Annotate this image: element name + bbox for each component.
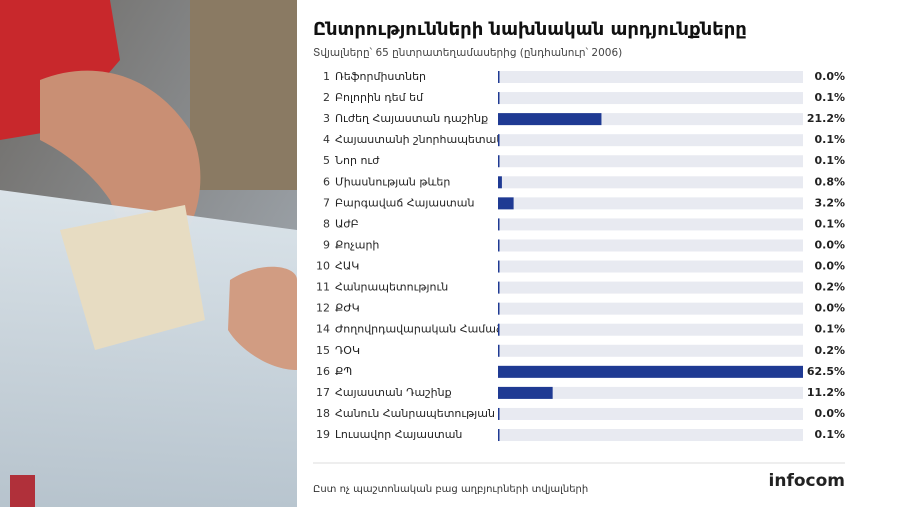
row-number: 16 (316, 365, 330, 378)
value-label: 0.1% (814, 323, 845, 336)
value-label: 0.0% (814, 260, 845, 273)
bar-track (498, 92, 803, 105)
bar-track (498, 302, 803, 315)
panel (297, 0, 905, 507)
row-number: 12 (316, 302, 330, 315)
bar-track (498, 197, 803, 210)
row-number: 2 (323, 91, 330, 104)
row-label: Միասնության թևեր (335, 175, 450, 188)
value-label: 0.0% (814, 407, 845, 420)
row-label: Ժողովրդավարական Համաձ (335, 323, 503, 336)
bar-track (498, 386, 803, 399)
chart-title: Ընտրությունների նախնական արդյունքները (313, 19, 747, 40)
row-number: 3 (323, 112, 330, 125)
value-label: 0.2% (814, 344, 845, 357)
row-label: ՔՊ (335, 365, 352, 378)
row-number: 10 (316, 260, 330, 273)
bar-track (498, 281, 803, 294)
value-label: 62.5% (807, 365, 845, 378)
bar (498, 134, 500, 147)
row-number: 11 (316, 281, 330, 294)
bar (498, 323, 500, 336)
value-label: 3.2% (814, 196, 845, 209)
row-label: Բարգավաճ Հայաստան (335, 196, 474, 209)
row-label: Քոչարի (335, 238, 379, 251)
bar (498, 281, 500, 294)
bar-track (498, 218, 803, 231)
row-number: 7 (323, 196, 330, 209)
bar (498, 197, 514, 210)
row-label: ԱժԲ (335, 217, 359, 230)
row-label: Լուսավոր Հայաստան (335, 428, 462, 441)
bar (498, 302, 500, 315)
row-label: Հայաստան Դաշինք (335, 386, 452, 399)
bar (498, 429, 500, 442)
bar (498, 407, 500, 420)
value-label: 0.0% (814, 70, 845, 83)
bar (498, 239, 500, 252)
bar (498, 386, 553, 399)
row-label: Հանուն Հանրապետության (335, 407, 495, 420)
bar-track (498, 176, 803, 189)
value-label: 0.2% (814, 281, 845, 294)
row-label: ՔԺԿ (335, 302, 360, 315)
bar-track (498, 239, 803, 252)
row-number: 6 (323, 175, 330, 188)
row-number: 9 (323, 238, 330, 251)
value-label: 0.1% (814, 428, 845, 441)
bar (498, 344, 500, 357)
bar-track (498, 155, 803, 168)
source: Ըստ ոչ պաշտոնական բաց աղբյուրների տվյալն… (313, 484, 588, 495)
row-number: 17 (316, 386, 330, 399)
bar (498, 176, 502, 189)
row-label: Ռեֆորմիստներ (335, 70, 426, 83)
bar-track (498, 260, 803, 273)
bar (498, 365, 803, 378)
row-number: 19 (316, 428, 330, 441)
row-label: ՀԱԿ (335, 260, 359, 273)
value-label: 0.0% (814, 302, 845, 315)
photo (0, 0, 297, 507)
logo: infocom (769, 471, 845, 491)
value-label: 11.2% (807, 386, 845, 399)
bar-track (498, 407, 803, 420)
bar-track (498, 71, 803, 83)
bar-track (498, 344, 803, 357)
value-label: 0.1% (814, 154, 845, 167)
row-number: 4 (323, 133, 330, 146)
bar (498, 155, 500, 168)
row-number: 18 (316, 407, 330, 420)
value-label: 0.0% (814, 238, 845, 251)
bar (498, 260, 500, 273)
bar (498, 71, 500, 83)
row-number: 5 (323, 154, 330, 167)
value-label: 0.1% (814, 217, 845, 230)
row-label: Հայաստանի շնորհապետակ (335, 133, 503, 146)
bar-track (498, 134, 803, 147)
bar-track (498, 429, 803, 442)
row-number: 1 (323, 70, 330, 83)
bar (498, 218, 500, 231)
value-label: 0.1% (814, 133, 845, 146)
value-label: 0.8% (814, 175, 845, 188)
chart-subtitle: Տվյալները՝ 65 ընտրատեղամասերից (ընդհանու… (313, 47, 622, 59)
bar-track (498, 323, 803, 336)
row-number: 15 (316, 344, 330, 357)
row-number: 8 (323, 217, 330, 230)
value-label: 21.2% (807, 112, 845, 125)
row-number: 14 (316, 323, 330, 336)
bar (498, 113, 602, 126)
row-label: Նոր ուժ (335, 154, 380, 167)
row-label: Հանրապետություն (335, 281, 448, 294)
value-label: 0.1% (814, 91, 845, 104)
row-label: Բոլորին դեմ եմ (335, 91, 424, 104)
bar (498, 92, 500, 105)
row-label: Ուժեղ Հայաստան դաշինք (335, 112, 488, 125)
row-label: ԴՕԿ (335, 344, 360, 357)
